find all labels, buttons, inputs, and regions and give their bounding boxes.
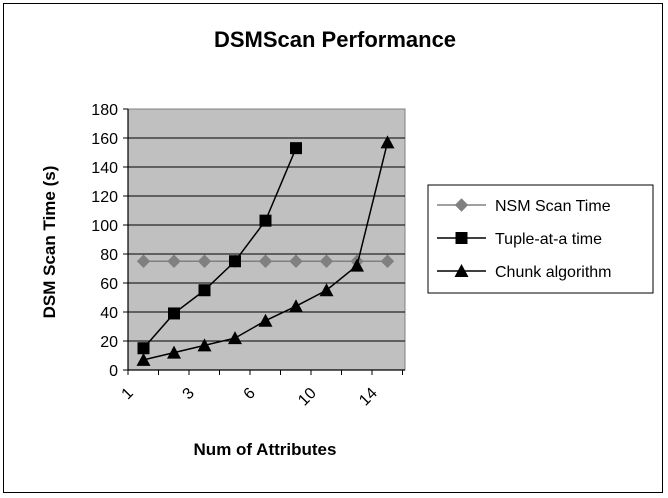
y-tick-label: 80 — [100, 247, 118, 264]
data-point — [319, 254, 334, 268]
y-tick-label: 120 — [91, 189, 118, 206]
data-point — [197, 254, 212, 268]
data-point — [350, 258, 364, 272]
legend-label: Chunk algorithm — [495, 264, 612, 281]
data-point — [198, 284, 211, 297]
y-tick-label: 0 — [109, 363, 118, 380]
series-square — [137, 142, 302, 355]
data-point — [197, 338, 212, 352]
data-point — [380, 254, 395, 268]
y-tick-label: 20 — [100, 334, 118, 351]
series-diamond — [136, 254, 395, 268]
y-tick-label: 40 — [100, 305, 118, 322]
y-tick-label: 180 — [91, 102, 118, 119]
x-axis: 1 3 6 10 14 — [119, 369, 405, 410]
data-point — [290, 142, 302, 155]
data-point — [167, 345, 181, 359]
x-tick-label: 6 — [241, 385, 259, 403]
legend-marker — [455, 232, 468, 244]
data-point — [258, 313, 273, 327]
y-tick-label: 60 — [100, 276, 118, 293]
legend-label: NSM Scan Time — [495, 198, 611, 215]
data-point — [289, 254, 303, 268]
y-axis: 0 20 40 60 80 100 120 140 160 180 — [91, 102, 129, 380]
legend: NSM Scan Time Tuple-at-a time Chunk algori… — [427, 184, 654, 294]
data-point — [136, 352, 151, 366]
data-point — [380, 135, 395, 149]
data-point — [136, 254, 151, 268]
data-point — [168, 307, 180, 320]
data-point — [319, 283, 334, 297]
legend-label: Tuple-at-a time — [495, 231, 602, 248]
y-tick-label: 140 — [91, 160, 118, 177]
chart-title: DSMScan Performance — [214, 27, 456, 52]
series-layer — [136, 135, 395, 366]
legend-marker — [454, 264, 469, 277]
data-point — [289, 299, 303, 313]
x-axis-title: Num of Attributes — [194, 440, 337, 459]
y-tick-label: 160 — [91, 131, 118, 148]
x-tick-label: 14 — [356, 385, 381, 410]
x-tick-label: 3 — [180, 385, 198, 403]
data-point — [167, 254, 181, 268]
data-point — [228, 331, 242, 345]
x-tick-label: 10 — [295, 385, 320, 410]
series-triangle — [136, 135, 395, 366]
data-point — [229, 255, 241, 268]
x-tick-label: 1 — [119, 385, 137, 403]
legend-marker — [454, 198, 469, 212]
y-tick-label: 100 — [91, 218, 118, 235]
data-point — [137, 342, 150, 355]
data-point — [259, 214, 272, 227]
data-point — [258, 254, 273, 268]
y-axis-title: DSM Scan Time (s) — [40, 166, 59, 319]
